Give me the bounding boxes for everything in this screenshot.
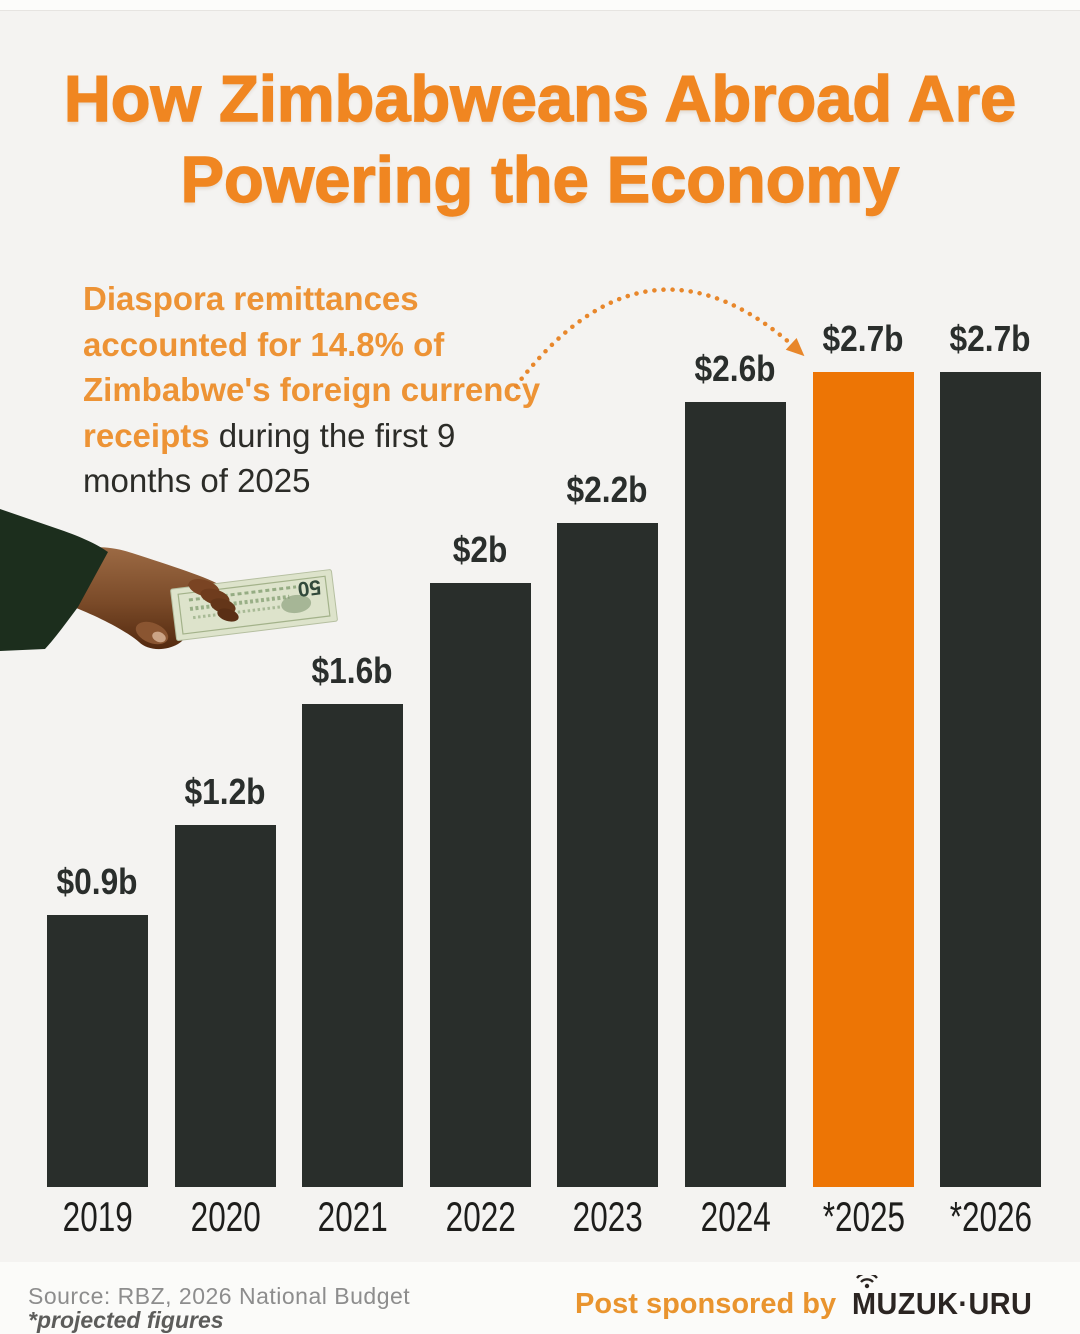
callout-line: receipts during the first 9 xyxy=(83,413,663,459)
source-text: Source: RBZ, 2026 National Budget xyxy=(28,1283,411,1309)
muzukuru-logo: MUZUK·URU xyxy=(852,1275,1046,1322)
callout-line: months of 2025 xyxy=(83,458,663,504)
page-title-line-2: Powering the Economy xyxy=(180,142,900,216)
sponsor-row: Post sponsored by MUZUK·URU xyxy=(575,1275,1046,1322)
callout-highlight-text: accounted for 14.8% of xyxy=(83,325,445,363)
callout-line: accounted for 14.8% of xyxy=(83,322,663,368)
callout-line: Zimbabwe's foreign currency xyxy=(83,367,663,413)
callout-line: Diaspora remittances xyxy=(83,276,663,322)
callout-plain-text: during the first 9 xyxy=(209,416,456,454)
callout-plain-text: months of 2025 xyxy=(83,462,311,499)
callout-highlight-text: Diaspora remittances xyxy=(83,280,419,317)
callout-text: Diaspora remittances accounted for 14.8% … xyxy=(83,276,663,504)
callout-highlight-text: Zimbabwe's foreign currency xyxy=(83,371,541,408)
projected-figures-note: *projected figures xyxy=(28,1307,224,1333)
muzukuru-signal-icon xyxy=(856,1275,879,1289)
sponsor-prefix: Post sponsored by xyxy=(575,1287,837,1320)
callout-highlight-text: receipts xyxy=(83,416,210,454)
top-strip xyxy=(0,0,1080,11)
page-title: How Zimbabweans Abroad Are Powering the … xyxy=(0,58,1080,220)
page-title-line-1: How Zimbabweans Abroad Are xyxy=(63,61,1017,135)
muzukuru-logo-text: MUZUK·URU xyxy=(852,1286,1033,1321)
